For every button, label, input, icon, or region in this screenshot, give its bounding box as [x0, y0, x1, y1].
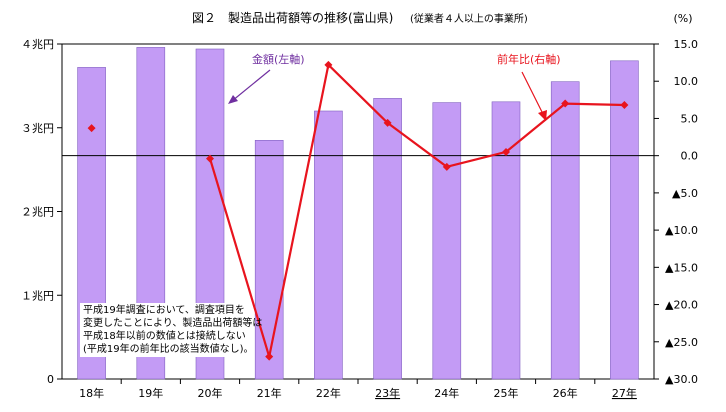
left-axis: 0 １兆円 ２兆円 ３兆円 ４兆円: [21, 38, 62, 386]
right-axis-tick-label: 0.0: [681, 150, 699, 163]
note-line: (平成19年の前年比の該当数値なし)。: [83, 344, 254, 355]
chart-subtitle: (従業者４人以上の事業所): [410, 12, 528, 25]
left-axis-tick-label: ４兆円: [21, 38, 54, 51]
legend-amount-arrowhead: [228, 95, 238, 104]
yoy-point: [620, 101, 629, 110]
yoy-point: [502, 147, 510, 156]
right-axis-tick-label: ▲15.0: [665, 261, 698, 274]
bar: [373, 98, 402, 380]
yoy-line: [208, 62, 625, 358]
right-axis-tick-label: ▲10.0: [665, 224, 698, 237]
note-line: 平成18年以前の数値とは接続しない: [83, 331, 246, 342]
x-axis-tick-label: 26年: [553, 386, 578, 400]
bar: [314, 110, 343, 380]
x-axis-tick-label: 19年: [138, 386, 163, 400]
title-group: 図２ 製造品出荷額等の推移(富山県) (従業者４人以上の事業所) (%): [192, 10, 693, 25]
left-axis-tick-label: １兆円: [21, 289, 54, 302]
left-axis-tick-label: ２兆円: [21, 206, 54, 219]
bar: [432, 102, 462, 380]
right-axis-tick-label: 5.0: [681, 112, 699, 125]
bar: [550, 81, 580, 380]
bar: [254, 140, 284, 380]
right-axis-tick-label: 10.0: [674, 75, 699, 88]
x-axis-tick-label: 22年: [316, 386, 341, 400]
note-line: 変更したことにより、製造品出荷額等は: [83, 318, 263, 329]
annotations: 金額(左軸) 前年比(右軸): [228, 52, 561, 121]
legend-yoy-arrowhead: [538, 110, 547, 121]
right-axis: 15.0 10.0 5.0 0.0 ▲5.0 ▲10.0 ▲15.0 ▲20.0 ▲25.0 ▲3…: [654, 38, 698, 386]
right-axis-tick-label: ▲5.0: [672, 187, 698, 200]
x-axis-tick-label: 25年: [494, 386, 519, 400]
right-axis-tick-label: ▲30.0: [665, 373, 698, 386]
legend-yoy-label: 前年比(右軸): [497, 52, 561, 66]
legend-amount-arrow: [231, 69, 271, 102]
legend-yoy-arrow: [521, 71, 545, 117]
x-axis-tick-label: 23年: [375, 386, 400, 400]
x-axis-tick-label: 27年: [612, 386, 637, 400]
yoy-point: [265, 352, 274, 361]
right-axis-tick-label: ▲25.0: [665, 336, 698, 349]
note-box: 平成19年調査において、調査項目を 変更したことにより、製造品出荷額等は 平成1…: [80, 303, 263, 357]
yoy-point: [87, 124, 96, 133]
left-axis-tick-label: 0: [47, 373, 54, 386]
yoy-point: [324, 60, 333, 69]
right-axis-tick-label: ▲20.0: [665, 299, 698, 312]
right-axis-unit: (%): [673, 12, 692, 25]
x-axis-tick-label: 24年: [434, 386, 459, 400]
x-axis-tick-label: 18年: [79, 386, 104, 400]
yoy-point: [561, 99, 570, 108]
yoy-point: [383, 118, 392, 127]
bar: [610, 60, 639, 380]
chart-title: 図２ 製造品出荷額等の推移(富山県): [192, 10, 393, 25]
line-series: [87, 60, 629, 361]
yoy-point: [206, 154, 214, 163]
yoy-point: [442, 162, 451, 171]
left-axis-tick-label: ３兆円: [21, 122, 54, 135]
x-axis-tick-label: 20年: [198, 386, 223, 400]
note-line: 平成19年調査において、調査項目を: [83, 305, 245, 316]
x-axis: 18年 19年 20年 21年 22年 23年 24年 25年 26年 27年: [79, 379, 637, 400]
right-axis-tick-label: 15.0: [674, 38, 699, 51]
x-axis-tick-label: 21年: [257, 386, 282, 400]
legend-amount-label: 金額(左軸): [252, 52, 305, 66]
